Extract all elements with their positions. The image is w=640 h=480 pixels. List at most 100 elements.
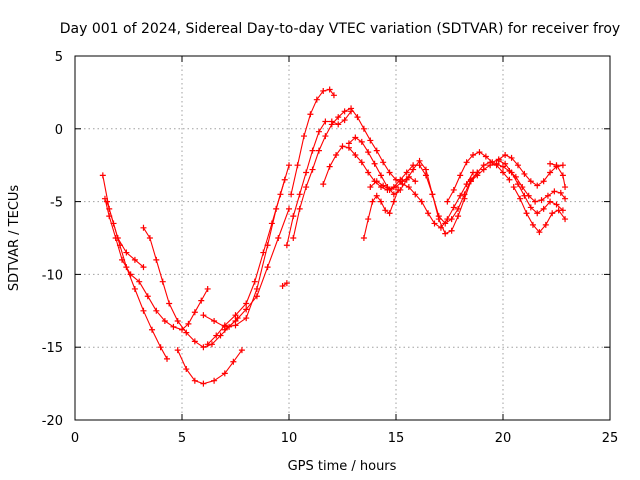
data-point [380,159,387,166]
data-point [358,159,365,166]
data-point [547,160,554,167]
data-point [403,169,410,176]
data-point [106,205,113,212]
data-point [309,147,316,154]
data-point [191,377,198,384]
series-track-17 [444,149,566,205]
series-track-14 [345,134,481,237]
axis-ticks: 0 5 10 15 20 25 -20 -15 -10 -5 0 5 [42,50,619,446]
data-point [412,191,419,198]
data-point [373,178,380,185]
data-point [405,184,412,191]
series-track-9 [279,280,290,290]
data-point [288,191,295,198]
data-point [502,160,509,167]
data-point [553,201,560,208]
data-point [273,205,280,212]
data-point [322,118,329,125]
data-point [127,271,134,278]
data-point [253,293,260,300]
data-point [191,338,198,345]
data-point [367,137,374,144]
data-point [358,138,365,145]
data-point [444,198,451,205]
data-point [386,210,393,217]
data-point [457,192,464,199]
data-point [551,188,558,195]
data-point [457,172,464,179]
data-point [253,285,260,292]
data-point [425,210,432,217]
data-point [523,210,530,217]
data-point [185,320,192,327]
data-point [144,293,151,300]
series-track-21 [547,160,569,191]
data-point [232,312,239,319]
data-point [335,121,342,128]
data-point [200,344,207,351]
data-point [435,216,442,223]
data-point [140,224,147,231]
series-track-11 [283,108,355,249]
data-point [455,213,462,220]
series-track-10 [288,86,337,198]
data-point [294,162,301,169]
data-point [367,184,374,191]
data-point [251,278,258,285]
data-point [390,191,397,198]
y-tick-label: -20 [42,414,63,429]
data-point [149,326,156,333]
series-track-4 [140,224,241,351]
x-tick-label: 20 [495,431,512,446]
data-point [221,326,228,333]
series-line [513,186,566,233]
data-point [290,213,297,220]
data-point [369,198,376,205]
chart-title: Day 001 of 2024, Sidereal Day-to-day VTE… [60,21,620,37]
data-point [339,143,346,150]
data-point [506,176,513,183]
series-line [470,163,566,203]
data-point [405,173,412,180]
y-tick-label: -15 [42,341,63,356]
data-point [315,128,322,135]
data-point [243,315,250,322]
data-point [230,358,237,365]
series-line [224,208,290,331]
data-point [153,256,160,263]
data-point [211,317,218,324]
series-track-3 [99,172,147,271]
data-point [303,169,310,176]
grid [75,56,610,420]
data-point [380,182,387,189]
data-point [442,220,449,227]
data-point [542,221,549,228]
data-point [373,147,380,154]
data-point [243,300,250,307]
data-point [200,312,207,319]
data-point [307,111,314,118]
data-point [553,162,560,169]
data-point [326,86,333,93]
data-point [412,178,419,185]
data-point [211,377,218,384]
data-point [335,114,342,121]
data-point [164,355,171,362]
data-point [467,178,474,185]
data-point [480,166,487,173]
data-point [536,229,543,236]
data-point [514,181,521,188]
data-point [540,178,547,185]
data-point [559,162,566,169]
data-point [482,153,489,160]
series-track-20 [510,184,569,236]
data-point [303,184,310,191]
data-point [559,172,566,179]
data-point [159,278,166,285]
data-point [386,186,393,193]
data-point [487,162,494,169]
data-point [313,96,320,103]
data-point [99,172,106,179]
series-track-8 [221,205,292,333]
y-axis-label: SDTVAR / TECUs [7,185,22,292]
